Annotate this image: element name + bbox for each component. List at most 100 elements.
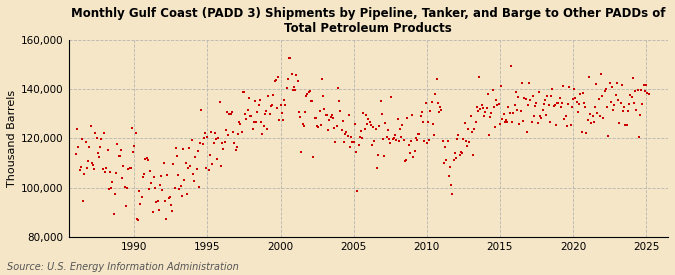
Point [218,147,229,151]
Point [99,131,109,136]
Point [292,79,303,83]
Point [339,140,350,144]
Point [448,158,459,163]
Point [135,202,146,207]
Point [413,132,424,136]
Point [558,84,568,89]
Point [491,98,502,103]
Point [157,188,168,192]
Point [402,116,412,120]
Text: Source: U.S. Energy Information Administration: Source: U.S. Energy Information Administ… [7,262,238,272]
Point [468,152,479,157]
Point [219,139,230,144]
Point [379,154,389,158]
Point [122,186,132,191]
Point [156,174,167,178]
Point [421,101,431,105]
Point [421,141,432,145]
Point [338,119,348,123]
Point [259,112,270,116]
Point [186,138,197,143]
Point [466,130,477,135]
Point [572,110,583,114]
Point [263,94,274,98]
Point [545,120,556,124]
Point [70,152,81,157]
Point [531,101,542,106]
Point [176,193,187,198]
Point [176,184,186,188]
Point [169,186,180,190]
Point [124,166,135,170]
Point [367,143,377,148]
Point [502,120,512,124]
Point [589,105,600,109]
Point [394,139,404,144]
Point [310,116,321,120]
Point [323,128,333,132]
Point [565,123,576,127]
Point [286,72,297,76]
Point [140,157,151,161]
Point [451,156,462,160]
Point [441,158,452,163]
Point [213,136,224,141]
Point [96,136,107,141]
Point [381,135,392,139]
Point [211,137,221,142]
Point [386,95,397,100]
Point [571,100,582,104]
Point [513,94,524,99]
Point [410,136,421,141]
Point [576,130,587,134]
Point [239,89,250,94]
Point [439,161,450,165]
Point [495,122,506,127]
Point [436,108,447,112]
Point [285,56,296,60]
Point [489,105,500,109]
Point [389,133,400,138]
Point [453,133,464,138]
Point [391,138,402,142]
Point [446,183,456,187]
Point [129,144,140,148]
Point [621,123,632,127]
Point [80,140,91,144]
Point [360,113,371,117]
Point [192,149,203,153]
Point [492,102,503,107]
Point [241,117,252,121]
Point [221,110,232,114]
Point [365,123,376,127]
Point [145,169,156,173]
Point [309,116,320,120]
Point [519,96,530,100]
Point [643,92,654,97]
Point [562,124,572,128]
Point [595,114,605,118]
Point [510,90,521,94]
Point [469,127,480,131]
Point [79,172,90,177]
Point [433,109,444,114]
Point [407,113,418,117]
Point [152,199,163,203]
Point [577,91,588,96]
Point [477,103,487,107]
Point [625,93,636,97]
Point [539,98,550,102]
Point [161,217,171,221]
Point [264,111,275,116]
Point [634,113,645,118]
Point [230,148,241,152]
Point [74,168,85,173]
Point [178,147,188,152]
Point [195,141,206,145]
Point [126,166,136,170]
Title: Monthly Gulf Coast (PADD 3) Shipments by Pipeline, Tanker, and Barge to Other PA: Monthly Gulf Coast (PADD 3) Shipments by… [71,7,666,35]
Point [348,140,359,144]
Point [262,127,273,131]
Point [106,186,117,190]
Point [383,137,394,141]
